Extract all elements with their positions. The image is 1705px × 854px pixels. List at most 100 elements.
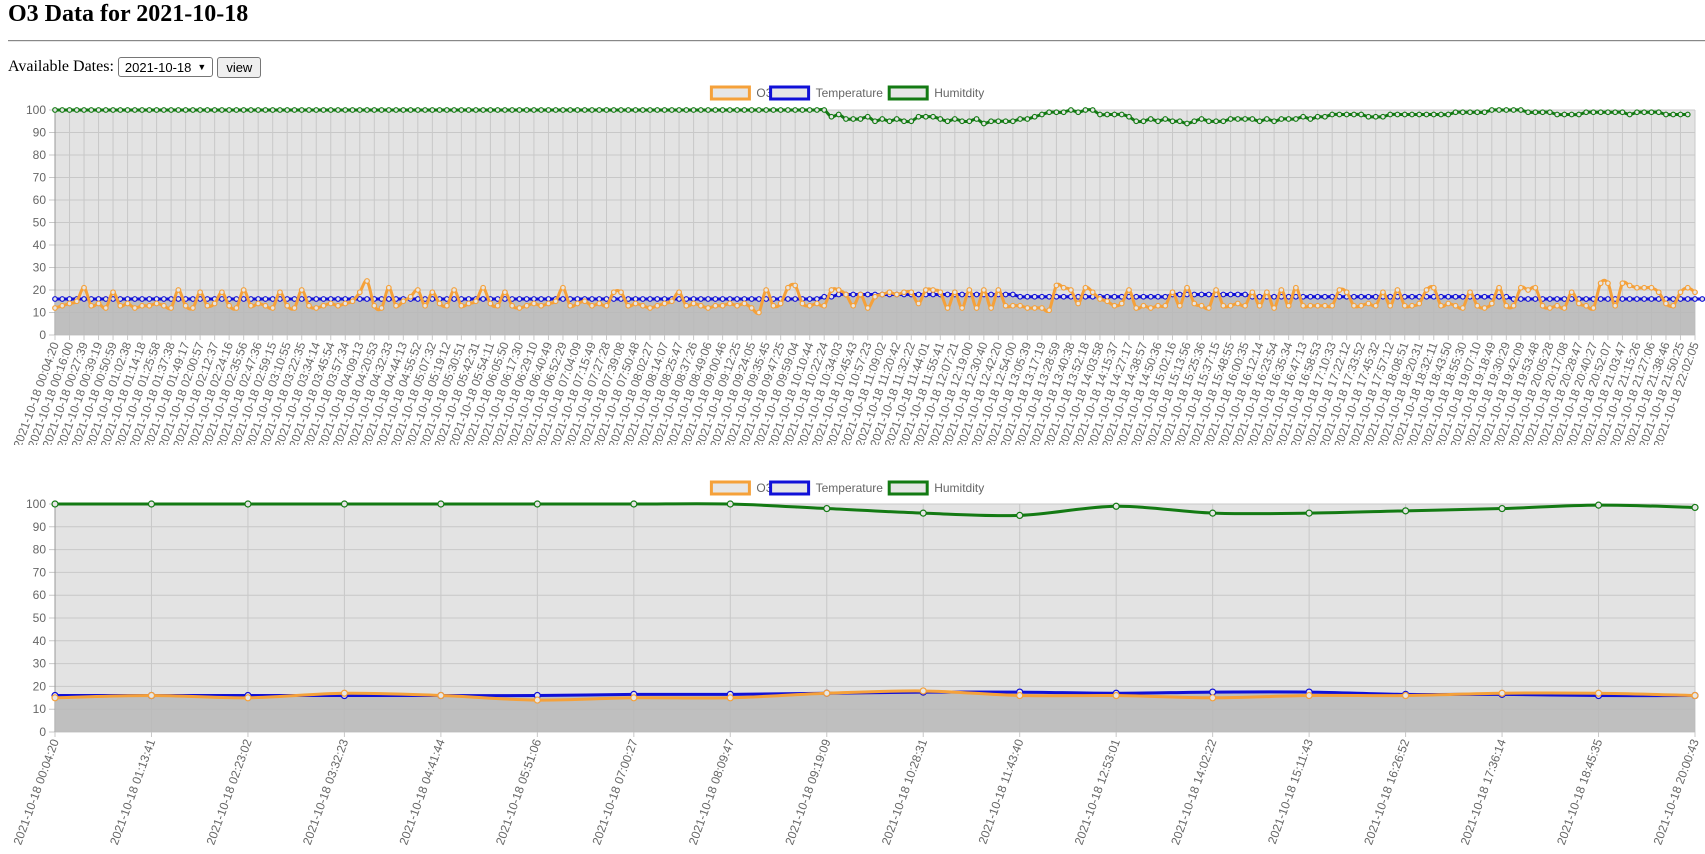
data-point (864, 113, 871, 120)
data-point (335, 302, 341, 309)
data-point (349, 107, 356, 113)
data-point (147, 691, 156, 700)
data-point (88, 107, 95, 113)
data-point (647, 107, 653, 113)
data-point (1496, 284, 1502, 291)
data-point (1380, 113, 1386, 120)
data-point (407, 293, 414, 300)
data-point (589, 107, 595, 113)
data-point (748, 305, 755, 311)
data-point (835, 287, 842, 293)
y-tick-label: 40 (33, 634, 47, 648)
data-point (647, 296, 653, 302)
temperature-area (55, 692, 1695, 732)
data-point (327, 107, 334, 113)
x-axis-labels: 2021-10-18 00:04:20 2021-10-18 01:13:41 20… (11, 737, 1702, 847)
data-point (1155, 293, 1161, 300)
data-point (1619, 280, 1626, 287)
data-point (291, 107, 298, 113)
data-point (1209, 694, 1217, 702)
data-point (429, 289, 436, 296)
data-point (1111, 111, 1118, 118)
view-button[interactable]: view (217, 56, 262, 78)
data-point (110, 107, 116, 113)
data-point (59, 296, 66, 302)
data-point (959, 305, 965, 311)
data-point (1532, 296, 1539, 302)
y-tick-label: 80 (33, 148, 47, 162)
data-point (1039, 111, 1045, 118)
data-point (139, 107, 145, 113)
data-point (378, 107, 385, 113)
data-point (1162, 116, 1169, 122)
data-point (567, 302, 574, 309)
data-point (618, 107, 624, 113)
data-point (1184, 120, 1190, 127)
data-point (1133, 118, 1140, 125)
data-point (1285, 302, 1292, 309)
data-point (705, 305, 711, 311)
x-tick-label: 2021-10-18 08:09:47 (686, 737, 737, 847)
data-point (342, 300, 349, 307)
y-tick-label: 70 (33, 565, 47, 579)
data-point (1305, 509, 1313, 517)
data-point (712, 296, 719, 302)
data-point (596, 107, 603, 113)
data-point (734, 302, 741, 309)
data-point (414, 107, 421, 113)
data-point (625, 302, 632, 309)
data-point (66, 107, 73, 113)
data-point (1634, 109, 1640, 116)
data-point (690, 107, 697, 113)
data-point (676, 289, 682, 296)
data-point (1445, 300, 1452, 307)
data-point (1068, 107, 1074, 113)
date-select[interactable]: 2021-10-18 ▼ (117, 57, 214, 77)
data-point (734, 296, 741, 302)
legend-label: Temperature (816, 481, 884, 495)
legend-swatch-2 (887, 85, 929, 101)
data-point (777, 300, 784, 307)
data-point (944, 118, 951, 125)
data-point (618, 289, 624, 296)
data-point (1445, 293, 1452, 300)
data-point (596, 300, 603, 307)
data-point (1612, 109, 1619, 116)
data-point (487, 300, 494, 307)
data-point (1292, 284, 1299, 291)
data-point (1017, 293, 1024, 300)
data-point (872, 293, 878, 300)
y-tick-label: 90 (33, 520, 47, 534)
data-point (1075, 109, 1082, 116)
data-point (1213, 118, 1219, 125)
data-point (777, 107, 784, 113)
data-point (661, 300, 668, 307)
data-point (1510, 302, 1517, 309)
data-point (1459, 109, 1466, 116)
data-point (1594, 689, 1603, 697)
y-tick-label: 100 (26, 497, 46, 511)
data-point (1699, 296, 1705, 302)
data-point (1112, 502, 1120, 510)
data-point (1626, 296, 1633, 302)
data-point (1111, 302, 1118, 309)
data-point (922, 113, 929, 120)
data-point (988, 305, 995, 311)
data-point (1205, 118, 1212, 125)
data-point (436, 107, 443, 113)
data-point (1155, 118, 1161, 125)
data-point (1198, 302, 1205, 309)
data-point (364, 278, 370, 284)
data-point (146, 107, 153, 113)
data-point (1133, 305, 1140, 311)
data-point (1336, 287, 1343, 293)
data-point (240, 296, 247, 302)
data-point (313, 305, 320, 311)
data-point (182, 302, 189, 309)
data-point (879, 116, 886, 122)
data-point (726, 500, 734, 508)
data-point (51, 500, 59, 508)
data-point (1583, 296, 1590, 302)
summary-line-chart: O3 Temperature Humitdity 0 10 20 30 40 50 60 70 80 9… (11, 480, 1702, 847)
data-point (1209, 688, 1217, 696)
